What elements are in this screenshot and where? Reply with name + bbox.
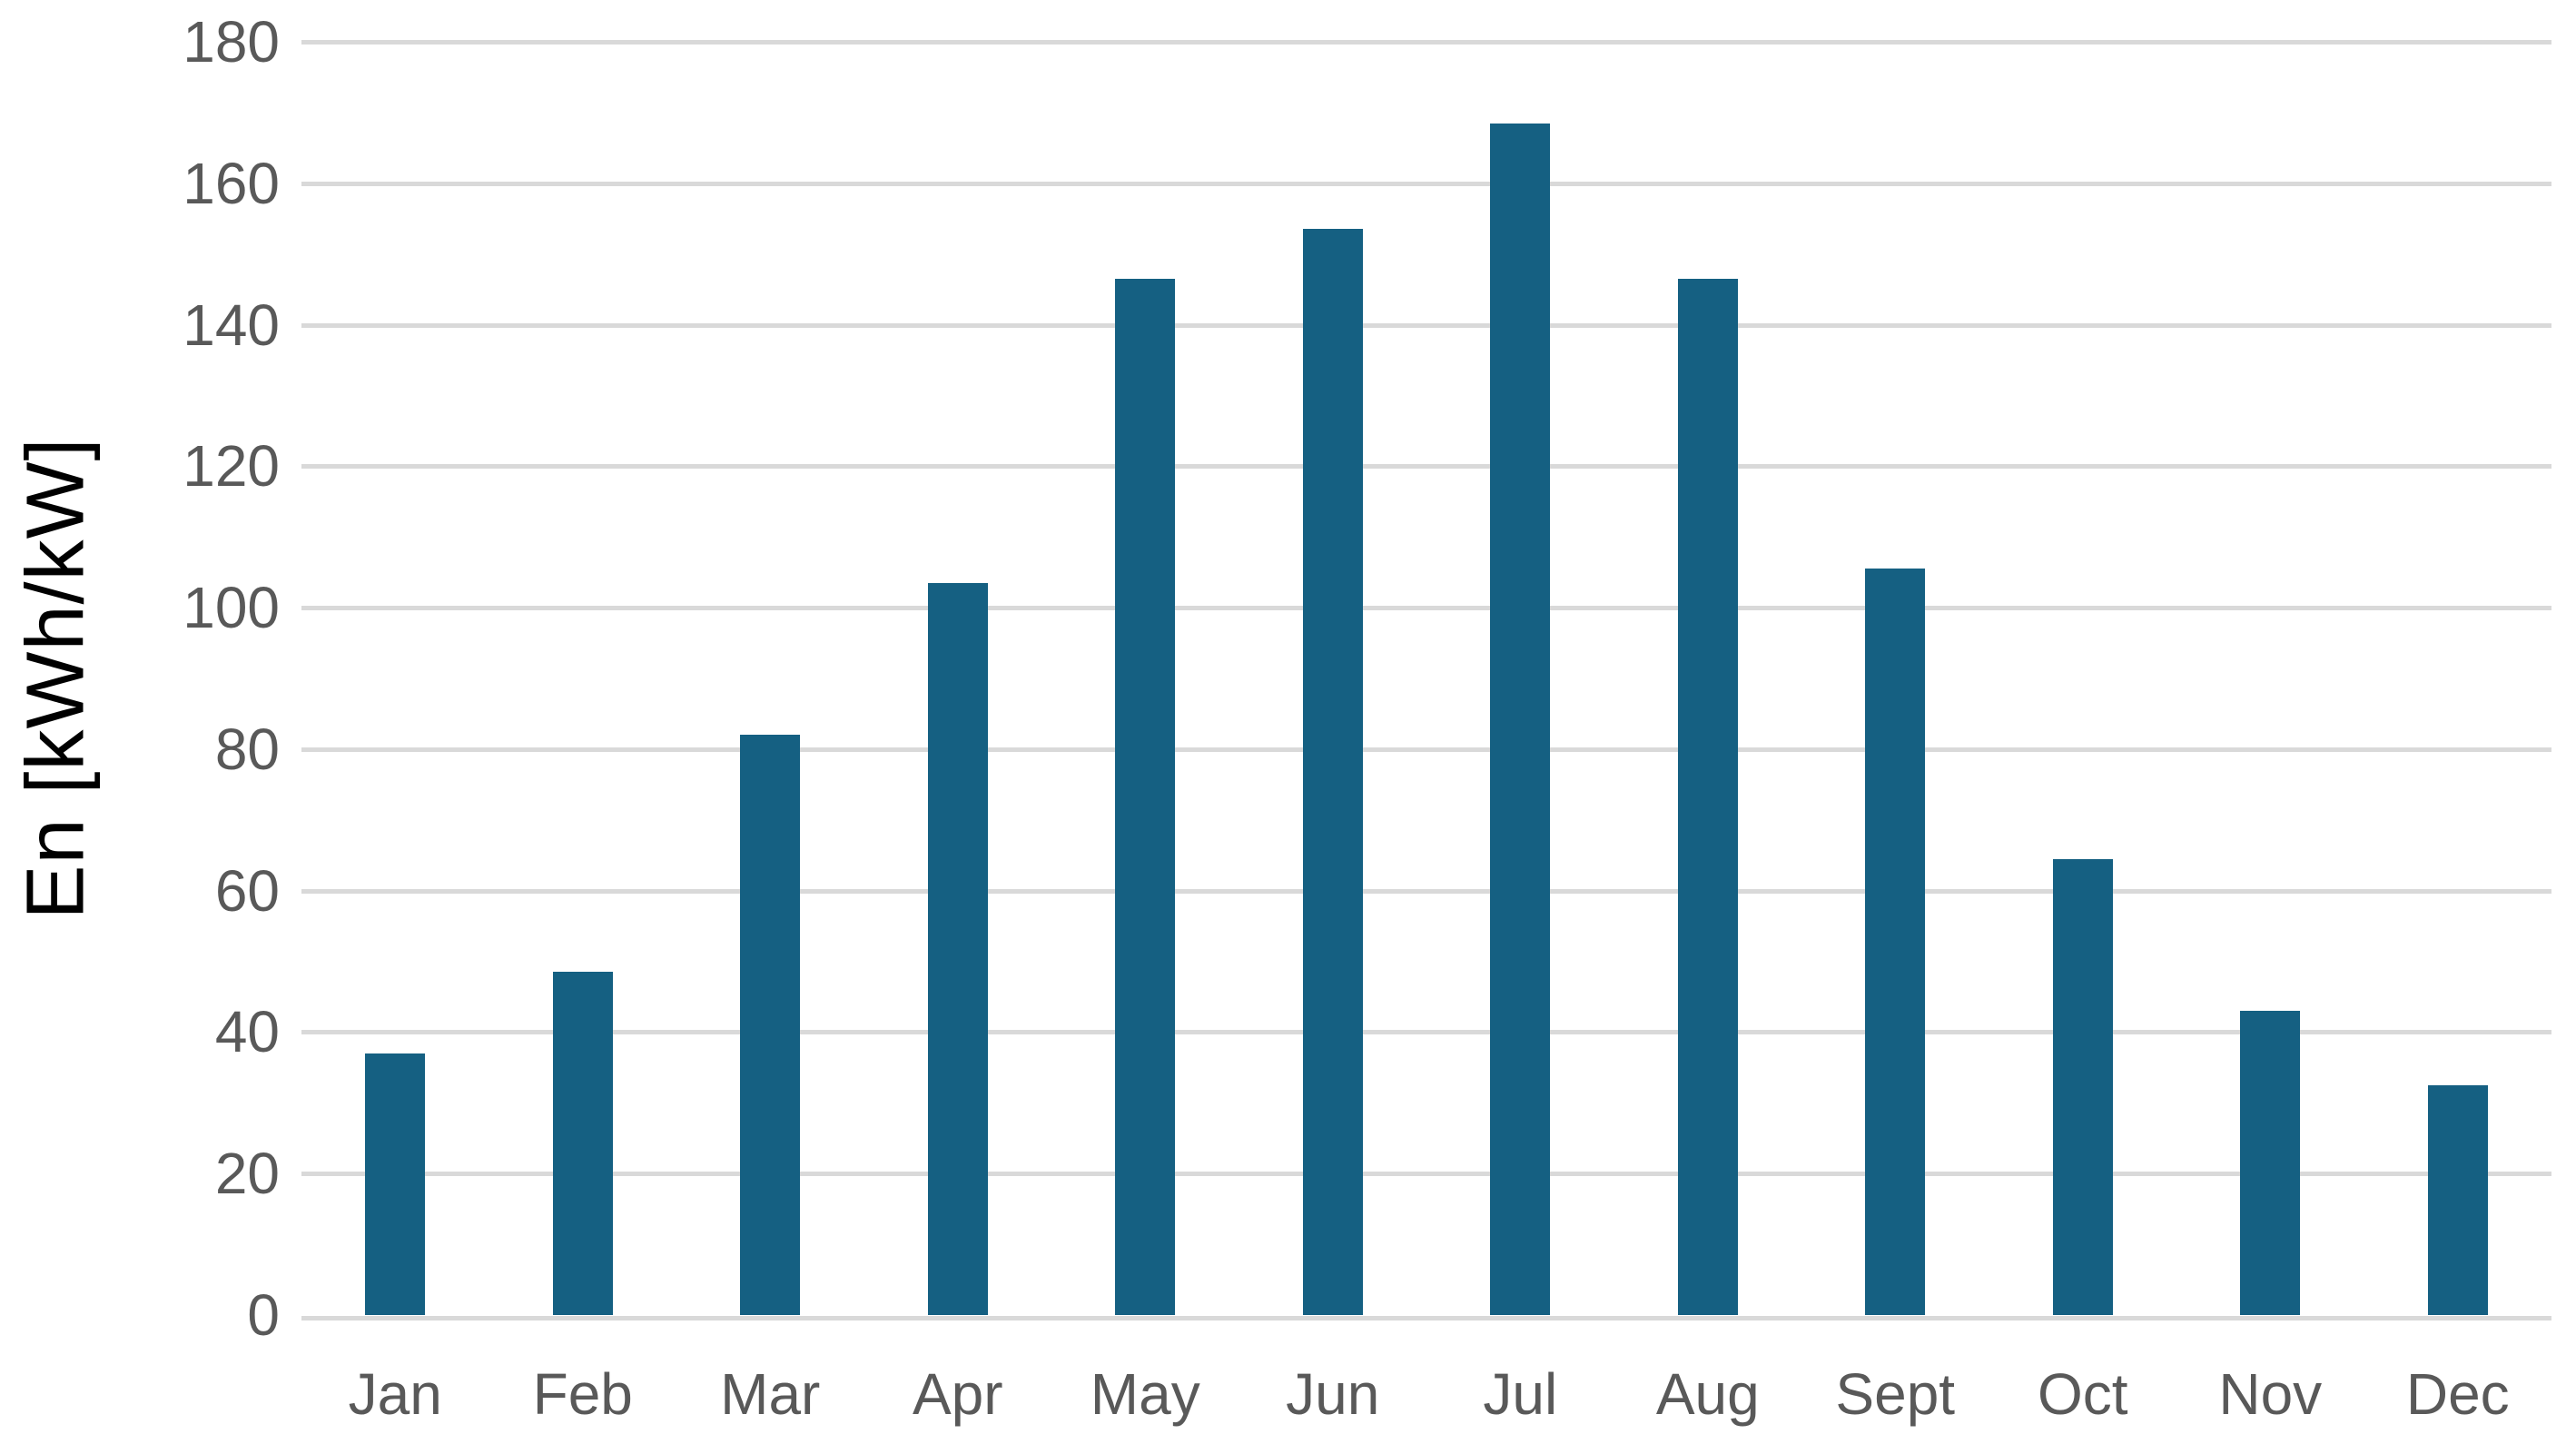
x-tick-label-nov: Nov [2218,1361,2323,1427]
y-tick-label-80: 80 [214,716,280,782]
y-axis-title: En [kWh/kW] [10,437,102,920]
gridline-20 [301,1172,2551,1177]
y-tick-label-40: 40 [214,999,280,1065]
bar-sept[interactable] [1865,569,1926,1315]
gridline-60 [301,888,2551,894]
x-tick-label-apr: Apr [912,1361,1003,1427]
bar-nov[interactable] [2240,1011,2301,1315]
bar-mar[interactable] [740,735,801,1315]
y-tick-label-160: 160 [183,150,280,216]
y-tick-label-60: 60 [214,857,280,924]
gridline-160 [301,181,2551,186]
bar-oct[interactable] [2052,858,2113,1315]
x-tick-label-jul: Jul [1483,1361,1558,1427]
x-tick-label-aug: Aug [1655,1361,1760,1427]
x-tick-label-mar: Mar [720,1361,821,1427]
x-tick-label-may: May [1090,1361,1200,1427]
x-tick-label-sept: Sept [1835,1361,1956,1427]
y-tick-label-140: 140 [183,292,280,358]
y-tick-label-180: 180 [183,9,280,74]
x-tick-label-jun: Jun [1286,1361,1380,1427]
y-tick-label-0: 0 [247,1282,280,1348]
gridline-100 [301,606,2551,611]
x-tick-label-jan: Jan [348,1361,442,1427]
gridline-120 [301,464,2551,470]
bar-jun[interactable] [1302,229,1363,1315]
x-tick-label-oct: Oct [2037,1361,2128,1427]
y-tick-label-20: 20 [214,1141,280,1207]
bar-may[interactable] [1115,278,1176,1315]
gridline-180 [301,40,2551,45]
y-tick-label-120: 120 [183,433,280,500]
bar-jul[interactable] [1490,123,1551,1315]
bar-jan[interactable] [365,1053,426,1315]
y-tick-label-100: 100 [183,575,280,641]
x-tick-label-dec: Dec [2405,1361,2510,1427]
gridline-80 [301,747,2551,752]
bar-feb[interactable] [552,972,613,1315]
gridline-40 [301,1030,2551,1035]
x-axis-line [301,1316,2551,1320]
bar-dec[interactable] [2427,1084,2488,1315]
bar-aug[interactable] [1677,278,1738,1315]
bar-apr[interactable] [927,582,988,1315]
gridline-140 [301,322,2551,328]
x-tick-label-feb: Feb [532,1361,633,1427]
